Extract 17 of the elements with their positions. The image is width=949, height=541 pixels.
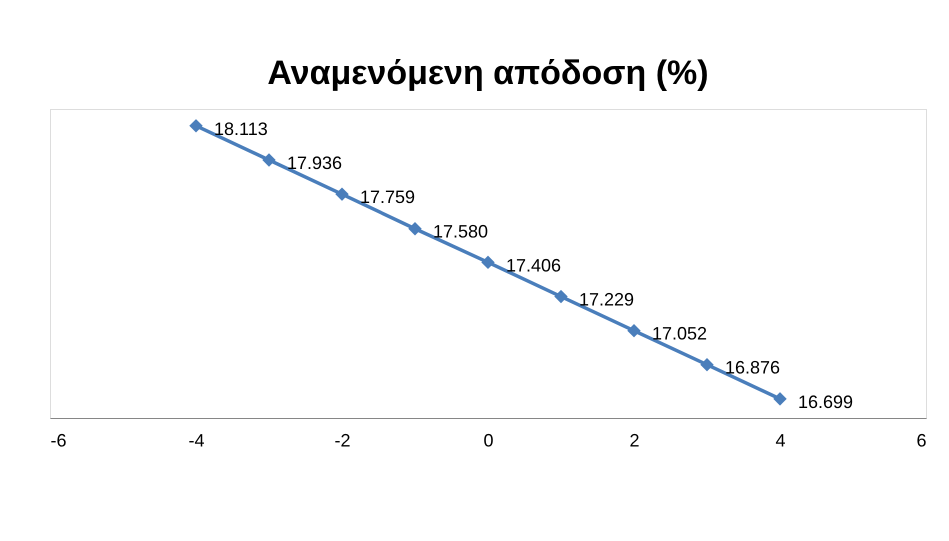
x-tick-label: -2 (334, 430, 351, 450)
data-label: 16.699 (798, 392, 854, 412)
data-label: 17.406 (506, 255, 562, 276)
data-label: 17.229 (579, 290, 634, 310)
data-label: 17.936 (287, 152, 342, 173)
x-tick-label: 2 (629, 430, 640, 450)
x-tick-label: 6 (916, 430, 926, 450)
chart-title: Αναμενόμενη απόδοση (%) (267, 54, 709, 92)
x-tick-label: 4 (775, 430, 786, 450)
x-tick-label: 0 (483, 430, 494, 450)
data-label: 16.876 (725, 358, 780, 378)
data-label: 17.052 (652, 324, 708, 344)
x-tick-label: -4 (188, 430, 205, 450)
data-label: 17.580 (433, 222, 488, 242)
data-label: 17.759 (360, 187, 416, 208)
x-tick-label: -6 (50, 430, 67, 450)
data-label: 18.113 (214, 118, 268, 139)
